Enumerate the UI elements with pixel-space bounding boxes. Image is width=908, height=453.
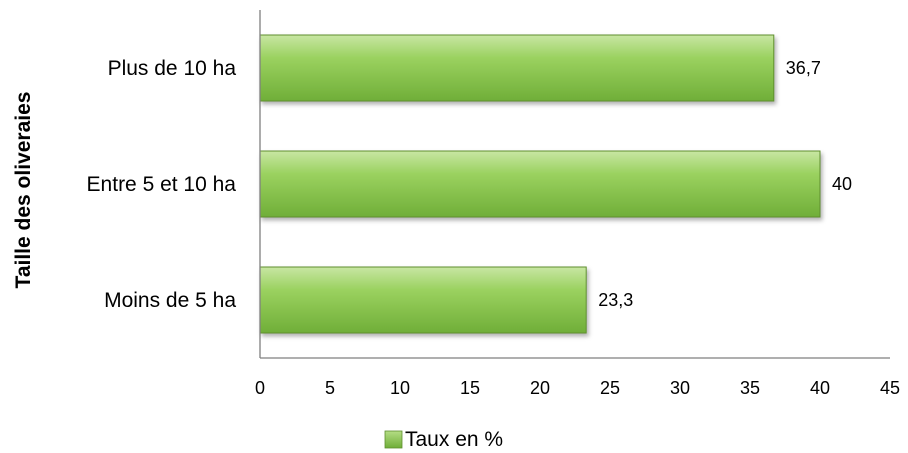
data-label-1: 40	[832, 174, 852, 194]
category-label-0: Plus de 10 ha	[108, 57, 237, 80]
data-label-0: 36,7	[786, 58, 821, 78]
x-tick-label-8: 40	[810, 378, 830, 398]
bar-2	[259, 266, 587, 334]
bar-1	[259, 150, 821, 218]
data-label-2: 23,3	[598, 290, 633, 310]
legend-label: Taux en %	[405, 428, 503, 451]
x-tick-label-3: 15	[460, 378, 480, 398]
x-tick-label-9: 45	[880, 378, 900, 398]
x-tick-label-7: 35	[740, 378, 760, 398]
x-axis-ticks-layer: 0 5 10 15 20 25 30 35 40 45	[255, 378, 900, 398]
x-tick-label-5: 25	[600, 378, 620, 398]
x-tick-label-4: 20	[530, 378, 550, 398]
x-tick-label-6: 30	[670, 378, 690, 398]
bar-0	[259, 34, 775, 102]
category-label-2: Moins de 5 ha	[104, 289, 236, 312]
data-labels-layer: 36,7 40 23,3	[598, 58, 852, 310]
bars-layer	[259, 34, 821, 334]
category-labels-layer: Plus de 10 ha Entre 5 et 10 ha Moins de 5 …	[87, 57, 237, 312]
x-tick-label-0: 0	[255, 378, 265, 398]
legend-swatch	[384, 430, 403, 449]
legend: Taux en %	[384, 428, 503, 451]
y-axis-title: Taille des oliveraies	[12, 92, 35, 289]
category-label-1: Entre 5 et 10 ha	[87, 173, 237, 196]
x-tick-label-2: 10	[390, 378, 410, 398]
x-tick-label-1: 5	[325, 378, 335, 398]
